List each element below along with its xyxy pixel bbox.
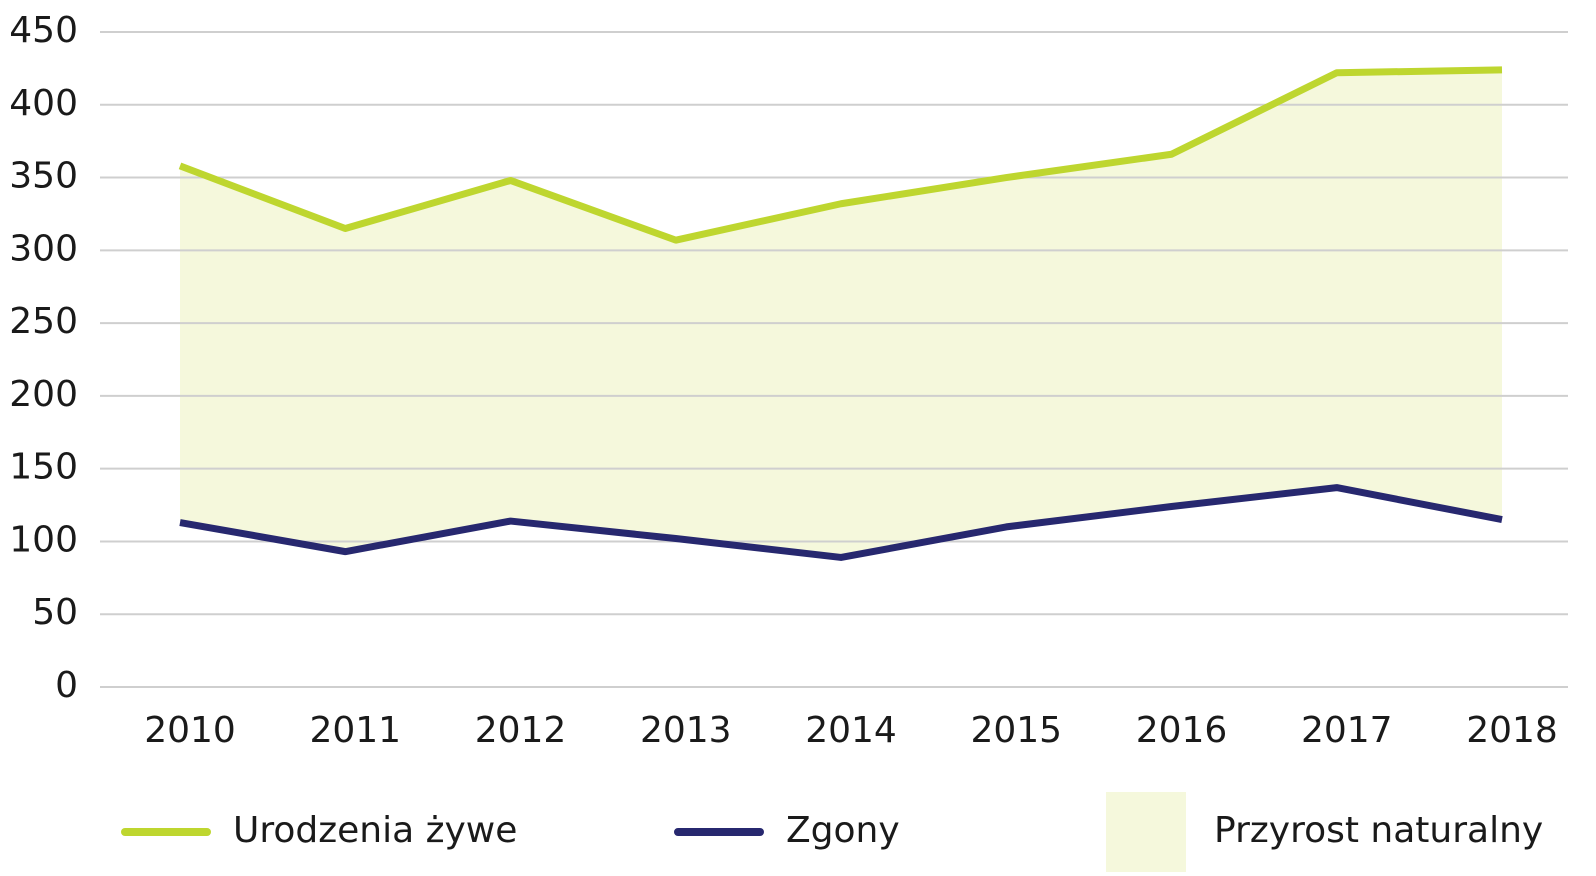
y-tick-label: 450 [9, 10, 78, 51]
x-tick-label: 2018 [1466, 710, 1558, 751]
x-tick-label: 2012 [475, 710, 567, 751]
legend-swatch [1106, 792, 1186, 872]
series-line [179, 484, 1503, 561]
legend-label: Urodzenia żywe [233, 810, 517, 851]
x-tick-label: 2017 [1301, 710, 1393, 751]
y-tick-label: 100 [9, 519, 78, 560]
x-tick-label: 2014 [805, 710, 897, 751]
y-tick-label: 300 [9, 228, 78, 269]
y-tick-label: 150 [9, 447, 78, 488]
x-tick-label: 2011 [309, 710, 401, 751]
y-tick-label: 0 [55, 665, 78, 706]
legend-label: Zgony [786, 810, 900, 851]
y-tick-label: 350 [9, 156, 78, 197]
x-tick-label: 2010 [144, 710, 236, 751]
y-tick-label: 400 [9, 83, 78, 124]
x-tick-label: 2013 [640, 710, 732, 751]
series-line [178, 66, 1503, 244]
area-between [180, 69, 1502, 558]
y-tick-label: 50 [32, 592, 78, 633]
legend-label: Przyrost naturalny [1214, 810, 1543, 851]
y-tick-label: 250 [9, 301, 78, 342]
x-tick-label: 2015 [970, 710, 1062, 751]
y-tick-label: 200 [9, 374, 78, 415]
x-tick-label: 2016 [1136, 710, 1228, 751]
